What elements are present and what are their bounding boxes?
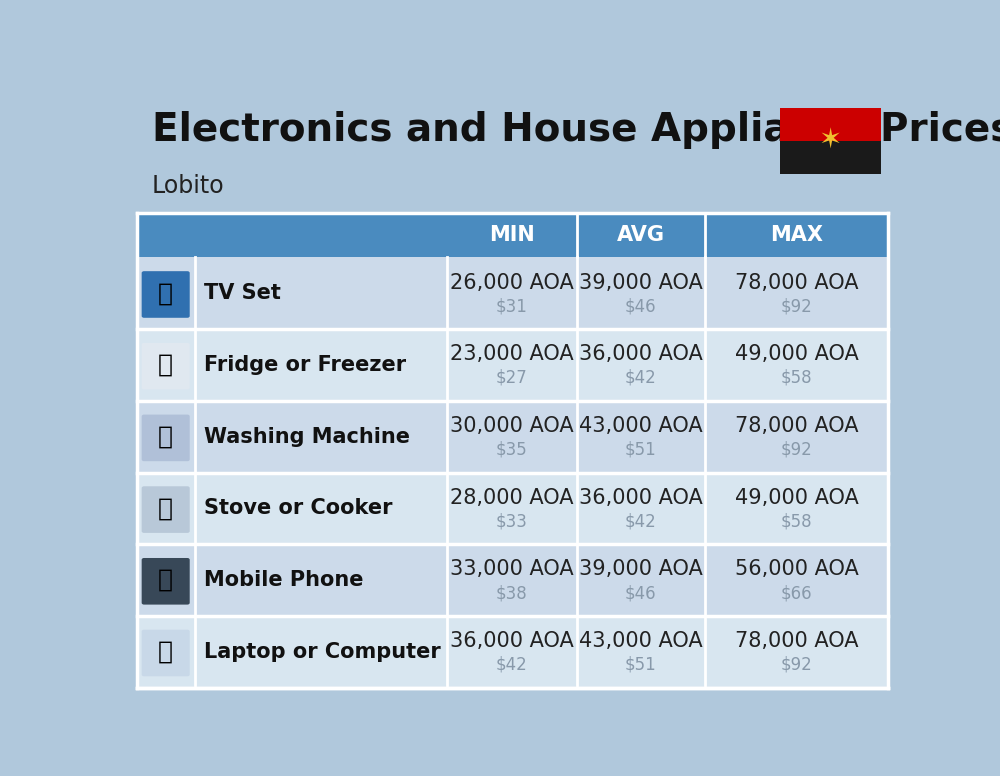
Text: 39,000 AOA: 39,000 AOA <box>579 559 703 580</box>
Text: $33: $33 <box>496 512 528 530</box>
Text: Stove or Cooker: Stove or Cooker <box>204 498 393 518</box>
Text: Washing Machine: Washing Machine <box>204 427 410 447</box>
Text: 49,000 AOA: 49,000 AOA <box>735 487 858 508</box>
FancyBboxPatch shape <box>780 141 881 174</box>
Text: Laptop or Computer: Laptop or Computer <box>204 642 441 662</box>
Text: $35: $35 <box>496 441 528 459</box>
Text: $66: $66 <box>781 584 812 602</box>
Text: Fridge or Freezer: Fridge or Freezer <box>204 355 406 375</box>
Text: $46: $46 <box>625 584 657 602</box>
Text: $46: $46 <box>625 297 657 315</box>
FancyBboxPatch shape <box>137 544 888 616</box>
Text: ✶: ✶ <box>819 127 842 155</box>
FancyBboxPatch shape <box>137 329 888 401</box>
Text: 43,000 AOA: 43,000 AOA <box>579 416 703 436</box>
Text: 33,000 AOA: 33,000 AOA <box>450 559 574 580</box>
FancyBboxPatch shape <box>142 629 190 677</box>
Text: 📺: 📺 <box>158 281 173 305</box>
Text: $58: $58 <box>781 512 812 530</box>
Text: 28,000 AOA: 28,000 AOA <box>450 487 573 508</box>
Text: MIN: MIN <box>489 225 535 245</box>
Text: $42: $42 <box>496 656 528 674</box>
Text: 36,000 AOA: 36,000 AOA <box>579 487 703 508</box>
FancyBboxPatch shape <box>137 213 888 258</box>
FancyBboxPatch shape <box>137 258 888 329</box>
FancyBboxPatch shape <box>137 401 888 473</box>
Text: 56,000 AOA: 56,000 AOA <box>735 559 858 580</box>
FancyBboxPatch shape <box>137 473 888 544</box>
Text: $31: $31 <box>496 297 528 315</box>
Text: 43,000 AOA: 43,000 AOA <box>579 631 703 651</box>
FancyBboxPatch shape <box>142 271 190 318</box>
Text: Mobile Phone: Mobile Phone <box>204 570 364 590</box>
Text: 36,000 AOA: 36,000 AOA <box>579 345 703 364</box>
Text: 49,000 AOA: 49,000 AOA <box>735 345 858 364</box>
Text: 78,000 AOA: 78,000 AOA <box>735 416 858 436</box>
FancyBboxPatch shape <box>137 616 888 688</box>
Text: 39,000 AOA: 39,000 AOA <box>579 272 703 293</box>
Text: $92: $92 <box>781 297 812 315</box>
Text: MAX: MAX <box>770 225 823 245</box>
FancyBboxPatch shape <box>142 343 190 390</box>
FancyBboxPatch shape <box>142 558 190 605</box>
Text: $51: $51 <box>625 656 657 674</box>
Text: $38: $38 <box>496 584 528 602</box>
Text: 30,000 AOA: 30,000 AOA <box>450 416 574 436</box>
FancyBboxPatch shape <box>142 414 190 461</box>
Text: 23,000 AOA: 23,000 AOA <box>450 345 574 364</box>
Text: 🔥: 🔥 <box>158 497 173 521</box>
Text: AVG: AVG <box>617 225 665 245</box>
Text: $27: $27 <box>496 369 528 387</box>
Text: 78,000 AOA: 78,000 AOA <box>735 272 858 293</box>
Text: Electronics and House Appliance Prices: Electronics and House Appliance Prices <box>152 111 1000 149</box>
FancyBboxPatch shape <box>780 108 881 141</box>
FancyBboxPatch shape <box>142 487 190 533</box>
Text: $58: $58 <box>781 369 812 387</box>
Text: $51: $51 <box>625 441 657 459</box>
Text: 36,000 AOA: 36,000 AOA <box>450 631 574 651</box>
Text: 📱: 📱 <box>158 568 173 592</box>
Text: $92: $92 <box>781 441 812 459</box>
Text: $42: $42 <box>625 369 657 387</box>
Text: $92: $92 <box>781 656 812 674</box>
Text: Lobito: Lobito <box>152 174 225 198</box>
Text: 🌀: 🌀 <box>158 424 173 449</box>
Text: 78,000 AOA: 78,000 AOA <box>735 631 858 651</box>
Text: 💻: 💻 <box>158 639 173 663</box>
Text: $42: $42 <box>625 512 657 530</box>
Text: 🧊: 🧊 <box>158 353 173 377</box>
Text: 26,000 AOA: 26,000 AOA <box>450 272 574 293</box>
Text: TV Set: TV Set <box>204 283 281 303</box>
